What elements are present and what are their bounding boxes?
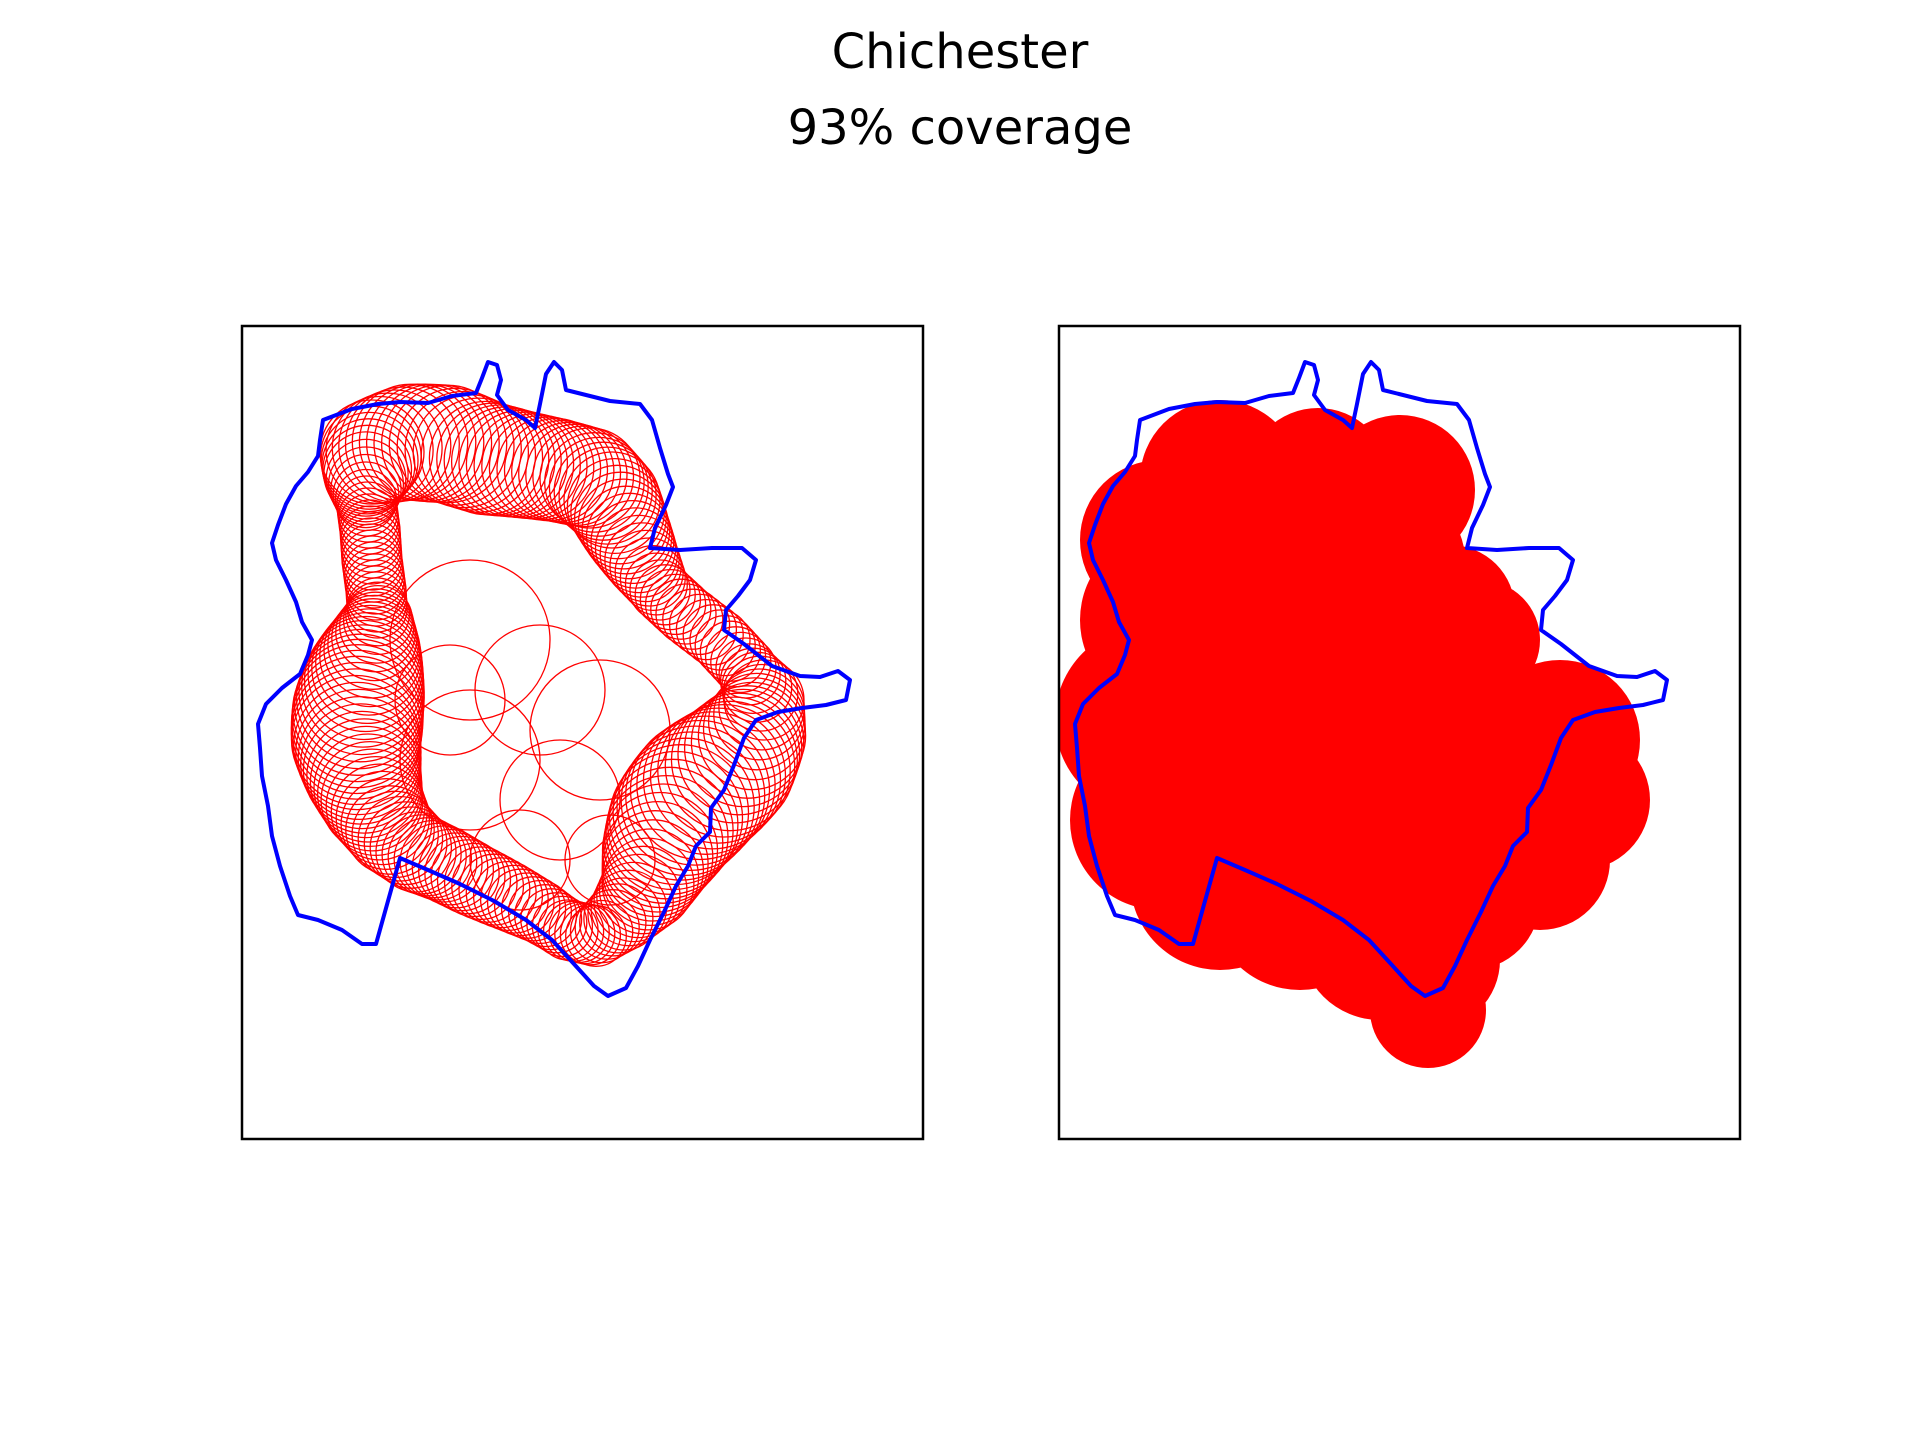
- coverage-circle: [655, 583, 717, 645]
- coverage-circle: [564, 814, 656, 906]
- coverage-circle: [619, 544, 686, 612]
- coverage-circle: [327, 598, 420, 690]
- coverage-circle: [335, 770, 431, 866]
- coverage-circle: [322, 424, 413, 515]
- right-axes-frame: [1057, 324, 1742, 1141]
- coverage-circle: [579, 889, 647, 957]
- coverage-circle: [525, 423, 628, 527]
- coverage-circle: [342, 584, 414, 656]
- coverage-circle: [604, 774, 729, 900]
- coverage-circle: [301, 624, 425, 748]
- left-axes-frame: [240, 324, 925, 1141]
- coverage-circle: [474, 624, 606, 756]
- coverage-circle: [629, 559, 691, 621]
- left-panel: [240, 324, 925, 1141]
- coverage-circle: [529, 659, 671, 801]
- right-region-boundary: [1073, 360, 1669, 998]
- coverage-circle: [499, 739, 621, 861]
- coverage-circle: [344, 386, 460, 502]
- coverage-circle: [405, 825, 483, 903]
- coverage-circle: [583, 883, 654, 954]
- coverage-circle: [404, 390, 522, 509]
- coverage-circle: [558, 446, 657, 545]
- coverage-circle: [500, 876, 567, 942]
- coverage-disc: [1100, 640, 1340, 880]
- coverage-circle: [458, 853, 531, 926]
- coverage-circle: [585, 492, 673, 580]
- coverage-circle: [443, 846, 518, 921]
- figure-subtitle: 93% coverage: [787, 100, 1133, 156]
- coverage-circle: [683, 688, 803, 808]
- coverage-circle: [657, 703, 791, 838]
- coverage-circle: [303, 619, 425, 741]
- coverage-circle: [309, 725, 423, 839]
- coverage-circle: [596, 853, 681, 939]
- coverage-circle: [357, 795, 444, 882]
- coverage-circle: [563, 451, 661, 549]
- coverage-circle: [649, 707, 787, 844]
- coverage-circle: [325, 395, 434, 505]
- coverage-circle: [307, 615, 424, 733]
- coverage-circle: [675, 598, 738, 661]
- coverage-circle: [507, 879, 573, 945]
- coverage-circle: [345, 581, 411, 647]
- coverage-circle: [465, 857, 537, 929]
- coverage-circle: [636, 715, 776, 855]
- coverage-circle: [316, 740, 424, 848]
- coverage-circle: [389, 559, 551, 721]
- coverage-circle: [493, 872, 561, 939]
- coverage-circle: [668, 593, 731, 656]
- coverage-circle: [430, 839, 506, 915]
- right-panel: [1057, 324, 1742, 1141]
- coverage-circle: [601, 837, 695, 931]
- coverage-circle: [399, 689, 541, 831]
- coverage-circle: [644, 573, 707, 636]
- coverage-circle: [486, 868, 555, 937]
- coverage-circle: [335, 591, 417, 673]
- coverage-circle: [682, 604, 744, 666]
- coverage-circle: [313, 733, 423, 843]
- coverage-circle: [319, 604, 422, 708]
- coverage-circle: [411, 828, 489, 906]
- coverage-circle: [710, 631, 772, 694]
- coverage-circle: [532, 425, 635, 528]
- coverage-circle: [590, 499, 675, 585]
- coverage-circle: [469, 809, 571, 911]
- coverage-circle: [662, 588, 724, 650]
- coverage-circle: [315, 608, 423, 716]
- coverage-circle: [544, 432, 645, 533]
- coverage-circle: [394, 644, 506, 756]
- coverage-circle: [664, 700, 796, 832]
- coverage-circle: [670, 696, 798, 824]
- left-circles-layer: [290, 383, 807, 967]
- coverage-circle: [436, 842, 512, 918]
- right-circles-layer: [1059, 400, 1650, 1068]
- coverage-circle: [719, 647, 787, 715]
- coverage-circle: [677, 692, 801, 816]
- coverage-circle: [369, 806, 453, 889]
- figure-title: Chichester: [831, 24, 1089, 80]
- coverage-circle: [339, 588, 415, 664]
- coverage-circle: [340, 778, 433, 870]
- coverage-circle: [363, 801, 448, 886]
- coverage-circle: [650, 578, 712, 640]
- coverage-circle: [539, 427, 641, 529]
- coverage-circle: [388, 384, 508, 504]
- coverage-circle: [587, 877, 661, 951]
- coverage-circle: [320, 748, 424, 852]
- left-region-boundary: [256, 360, 852, 998]
- coverage-circle: [629, 719, 771, 861]
